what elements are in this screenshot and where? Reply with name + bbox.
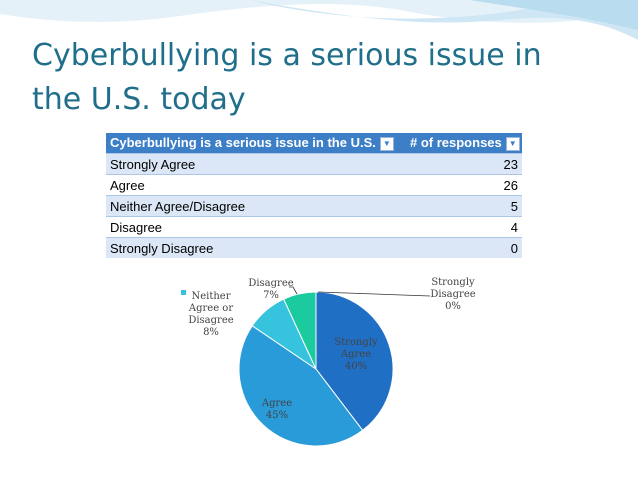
pie-slice-agree <box>238 325 364 447</box>
data-label-agree: Agree 45% <box>261 398 292 421</box>
row-label: Strongly Disagree <box>106 237 406 258</box>
slide-title: Cyberbullying is a serious issue in the … <box>32 34 612 122</box>
table-row: Disagree 4 <box>106 216 522 238</box>
slide-title-line-2: the U.S. today <box>32 82 246 117</box>
legend-marker-neither <box>181 290 186 295</box>
leader-line-disagree <box>289 286 298 295</box>
table-row: Neither Agree/Disagree 5 <box>106 195 522 217</box>
responses-table: Cyberbullying is a serious issue in the … <box>106 133 522 258</box>
row-label: Neither Agree/Disagree <box>106 195 406 217</box>
table-row: Agree 26 <box>106 174 522 196</box>
column-header-statement-label: Cyberbullying is a serious issue in the … <box>110 135 376 151</box>
row-count: 4 <box>406 216 522 238</box>
pie-slice-strongly-agree <box>315 291 394 432</box>
row-label: Agree <box>106 174 406 196</box>
column-header-statement: Cyberbullying is a serious issue in the … <box>106 133 406 154</box>
row-count: 0 <box>406 237 522 258</box>
row-label: Disagree <box>106 216 406 238</box>
dropdown-arrow-icon[interactable]: ▼ <box>505 136 520 151</box>
data-label-strongly-agree: Strongly Agree 40% <box>334 337 378 372</box>
leader-line-strongly-disagree <box>317 291 431 297</box>
data-label-disagree: Disagree 7% <box>248 278 293 301</box>
row-count: 26 <box>406 174 522 196</box>
table-row: Strongly Agree 23 <box>106 153 522 175</box>
column-header-responses: # of responses ▼ <box>406 133 522 154</box>
row-count: 23 <box>406 153 522 175</box>
slide-title-line-1: Cyberbullying is a serious issue in <box>32 38 542 73</box>
dropdown-arrow-icon[interactable]: ▼ <box>379 136 394 151</box>
row-label: Strongly Agree <box>106 153 406 175</box>
column-header-responses-label: # of responses <box>410 135 502 151</box>
data-label-neither: Neither Agree or Disagree 8% <box>188 291 234 338</box>
row-count: 5 <box>406 195 522 217</box>
data-label-strongly-disagree: Strongly Disagree 0% <box>430 277 475 312</box>
pie-slice-disagree <box>283 291 317 370</box>
table-header-row: Cyberbullying is a serious issue in the … <box>106 133 522 154</box>
table-row: Strongly Disagree 0 <box>106 237 522 258</box>
